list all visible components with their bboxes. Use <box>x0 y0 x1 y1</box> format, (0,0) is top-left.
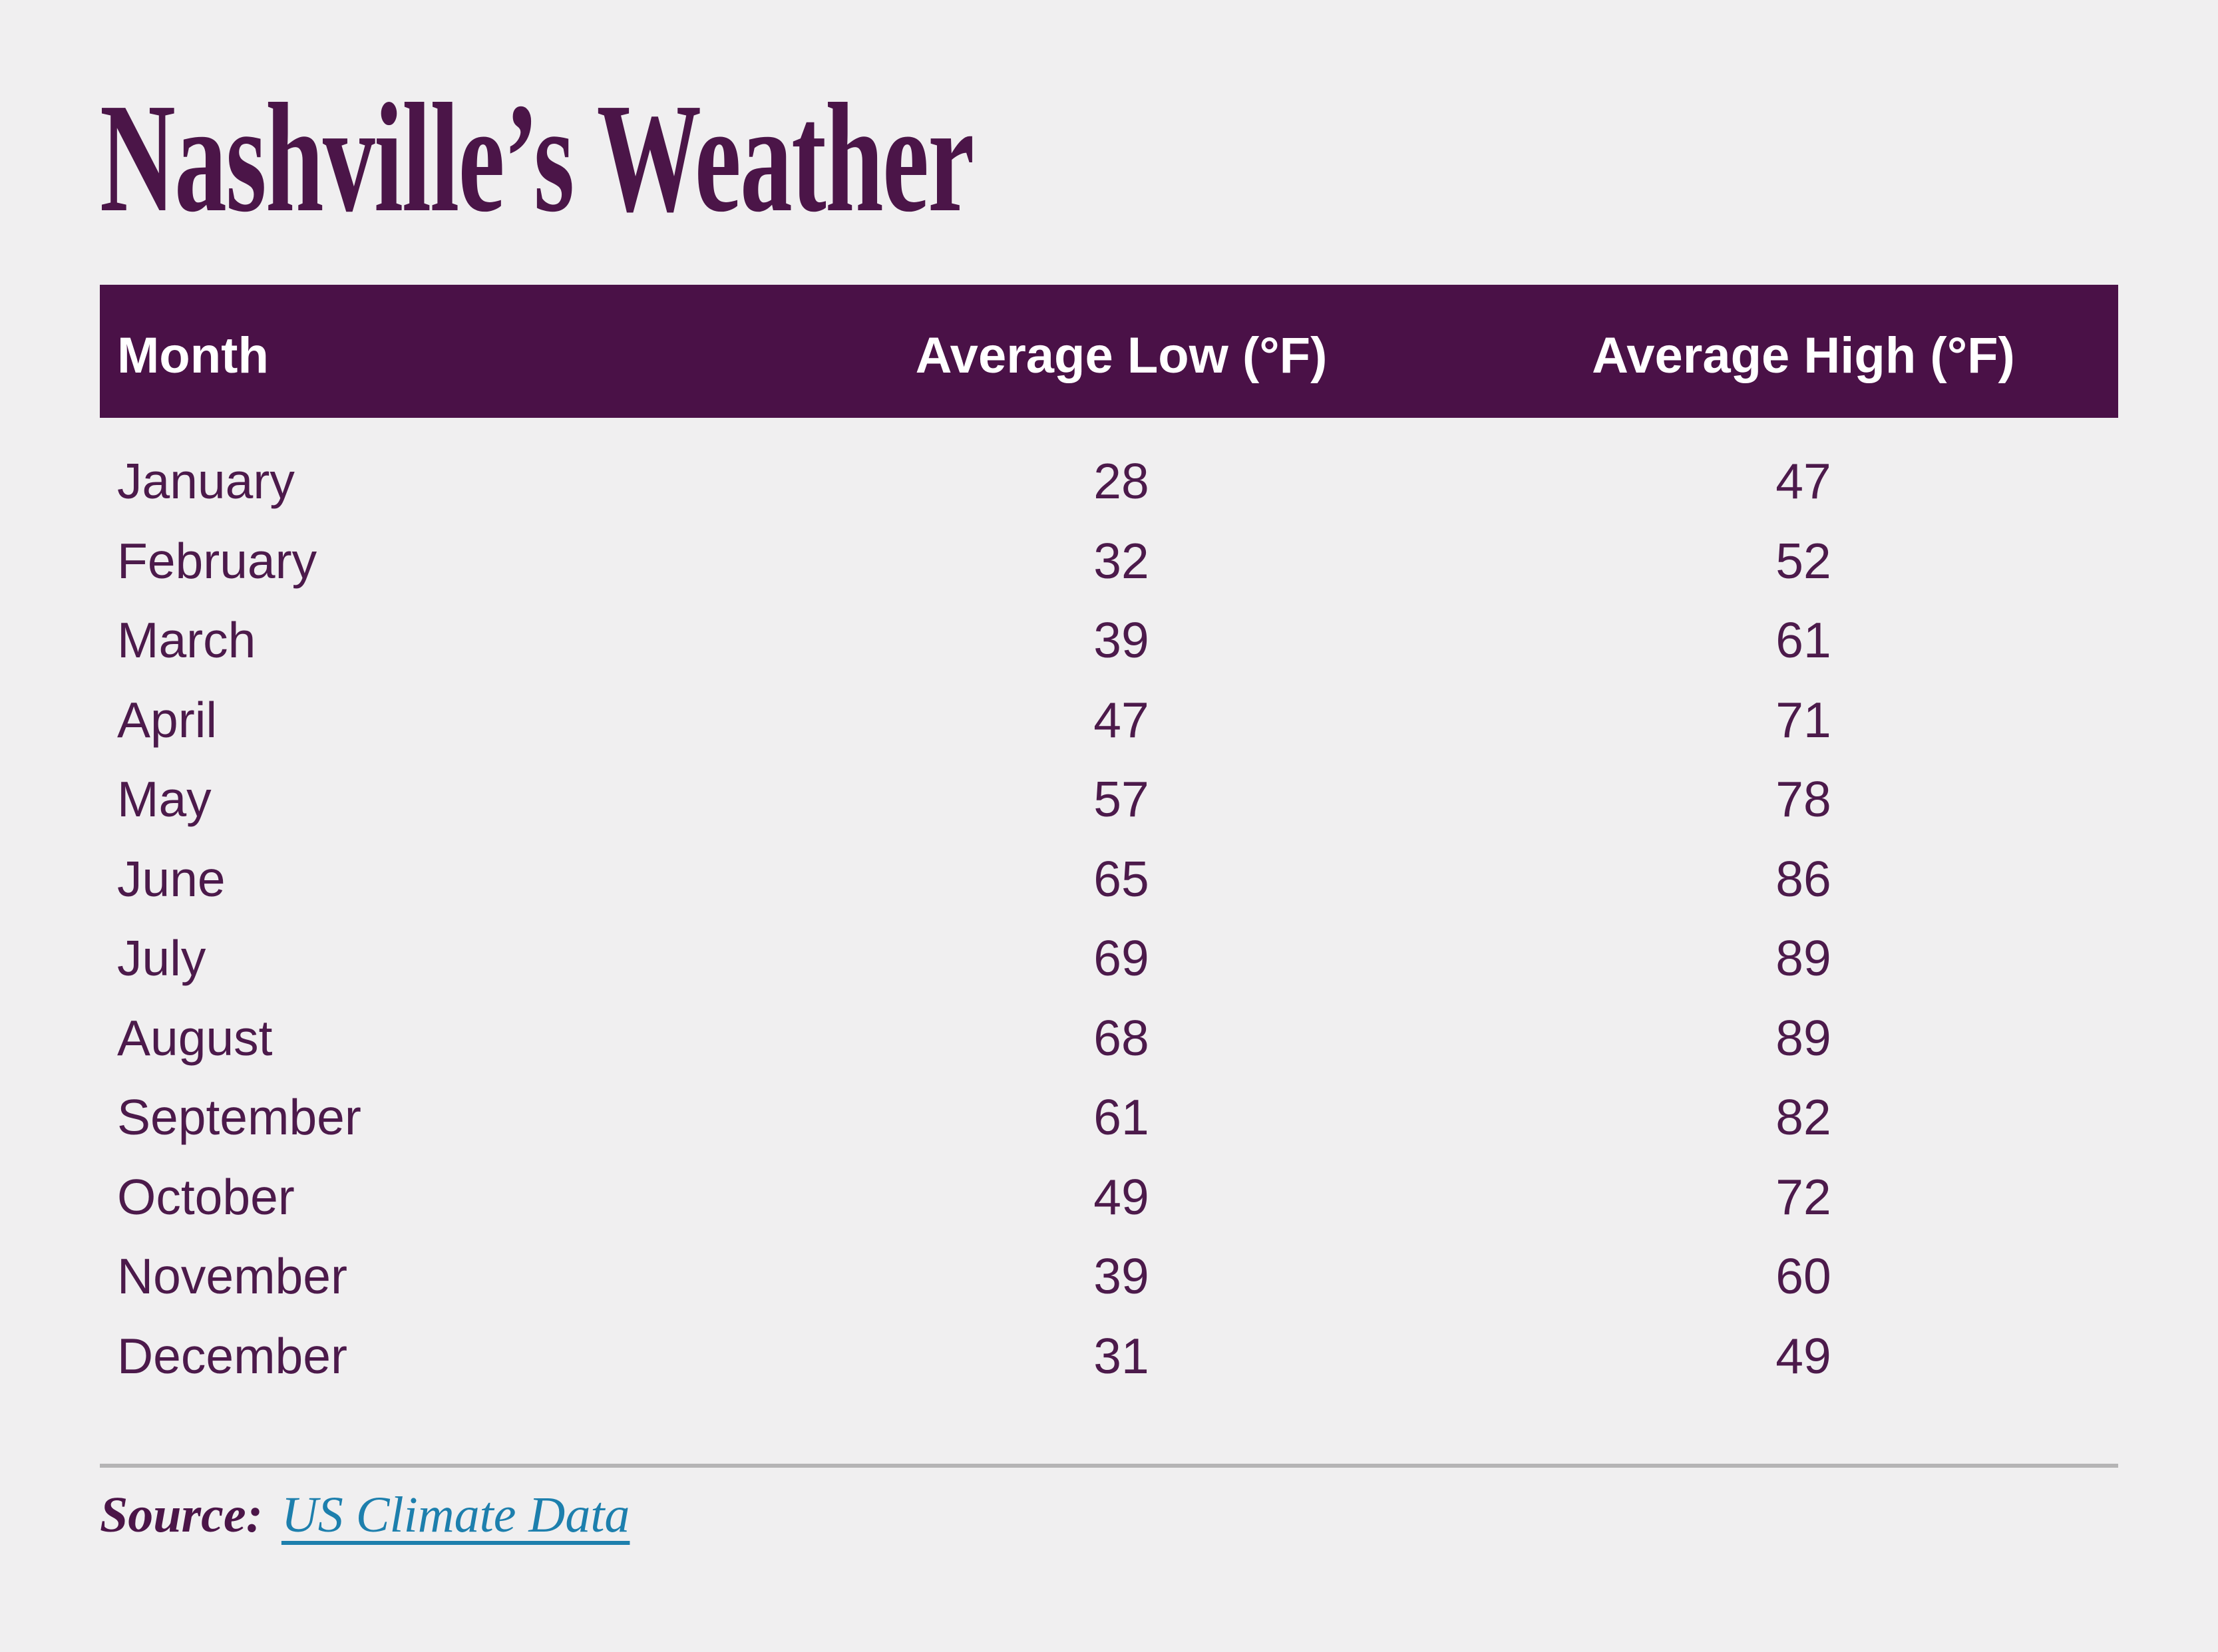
avg-low-cell: 61 <box>1093 1089 1149 1146</box>
avg-high-cell: 89 <box>1775 1009 1831 1066</box>
avg-high-cell: 86 <box>1775 850 1831 907</box>
avg-high-cell: 47 <box>1775 453 1831 510</box>
month-cell: November <box>117 1248 347 1305</box>
avg-high-cell: 61 <box>1775 612 1831 669</box>
table-row: May 57 78 <box>100 760 2118 840</box>
table-row: February 32 52 <box>100 522 2118 601</box>
avg-high-cell: 89 <box>1775 930 1831 987</box>
source-label: Source: <box>100 1487 263 1543</box>
avg-low-cell: 69 <box>1093 930 1149 987</box>
month-cell: April <box>117 691 218 748</box>
table-row: December 31 49 <box>100 1317 2118 1397</box>
table-row: October 49 72 <box>100 1158 2118 1238</box>
column-header-month: Month <box>117 327 269 384</box>
avg-low-cell: 49 <box>1093 1168 1149 1225</box>
avg-low-cell: 31 <box>1093 1327 1149 1384</box>
avg-low-cell: 65 <box>1093 850 1149 907</box>
column-header-avg-low: Average Low (°F) <box>915 327 1328 384</box>
month-cell: March <box>117 612 256 669</box>
table-row: August 68 89 <box>100 999 2118 1078</box>
table-body: January 28 47 February 32 52 March 39 61… <box>100 418 2118 1396</box>
month-cell: September <box>117 1089 361 1146</box>
source-line: Source: US Climate Data <box>100 1490 630 1540</box>
month-cell: May <box>117 771 212 828</box>
avg-low-cell: 57 <box>1093 771 1149 828</box>
month-cell: February <box>117 532 317 589</box>
table-row: July 69 89 <box>100 919 2118 999</box>
avg-high-cell: 60 <box>1775 1248 1831 1305</box>
month-cell: January <box>117 453 295 510</box>
month-cell: June <box>117 850 226 907</box>
column-header-avg-high: Average High (°F) <box>1592 327 2015 384</box>
month-cell: July <box>117 930 206 987</box>
avg-low-cell: 28 <box>1093 453 1149 510</box>
table-header: Month Average Low (°F) Average High (°F) <box>100 285 2118 418</box>
table-row: January 28 47 <box>100 442 2118 522</box>
avg-low-cell: 68 <box>1093 1009 1149 1066</box>
footer-divider <box>100 1464 2118 1468</box>
month-cell: August <box>117 1009 273 1066</box>
avg-low-cell: 47 <box>1093 691 1149 748</box>
avg-high-cell: 78 <box>1775 771 1831 828</box>
table-row: April 47 71 <box>100 681 2118 760</box>
avg-low-cell: 32 <box>1093 532 1149 589</box>
avg-high-cell: 49 <box>1775 1327 1831 1384</box>
month-cell: December <box>117 1327 347 1384</box>
source-link[interactable]: US Climate Data <box>281 1487 630 1543</box>
month-cell: October <box>117 1168 295 1225</box>
avg-high-cell: 72 <box>1775 1168 1831 1225</box>
avg-high-cell: 52 <box>1775 532 1831 589</box>
table-row: November 39 60 <box>100 1237 2118 1317</box>
avg-high-cell: 82 <box>1775 1089 1831 1146</box>
table-row: March 39 61 <box>100 601 2118 681</box>
avg-low-cell: 39 <box>1093 1248 1149 1305</box>
avg-low-cell: 39 <box>1093 612 1149 669</box>
page-title: Nashville’s Weather <box>100 71 974 244</box>
table-row: September 61 82 <box>100 1078 2118 1158</box>
avg-high-cell: 71 <box>1775 691 1831 748</box>
table-row: June 65 86 <box>100 840 2118 919</box>
